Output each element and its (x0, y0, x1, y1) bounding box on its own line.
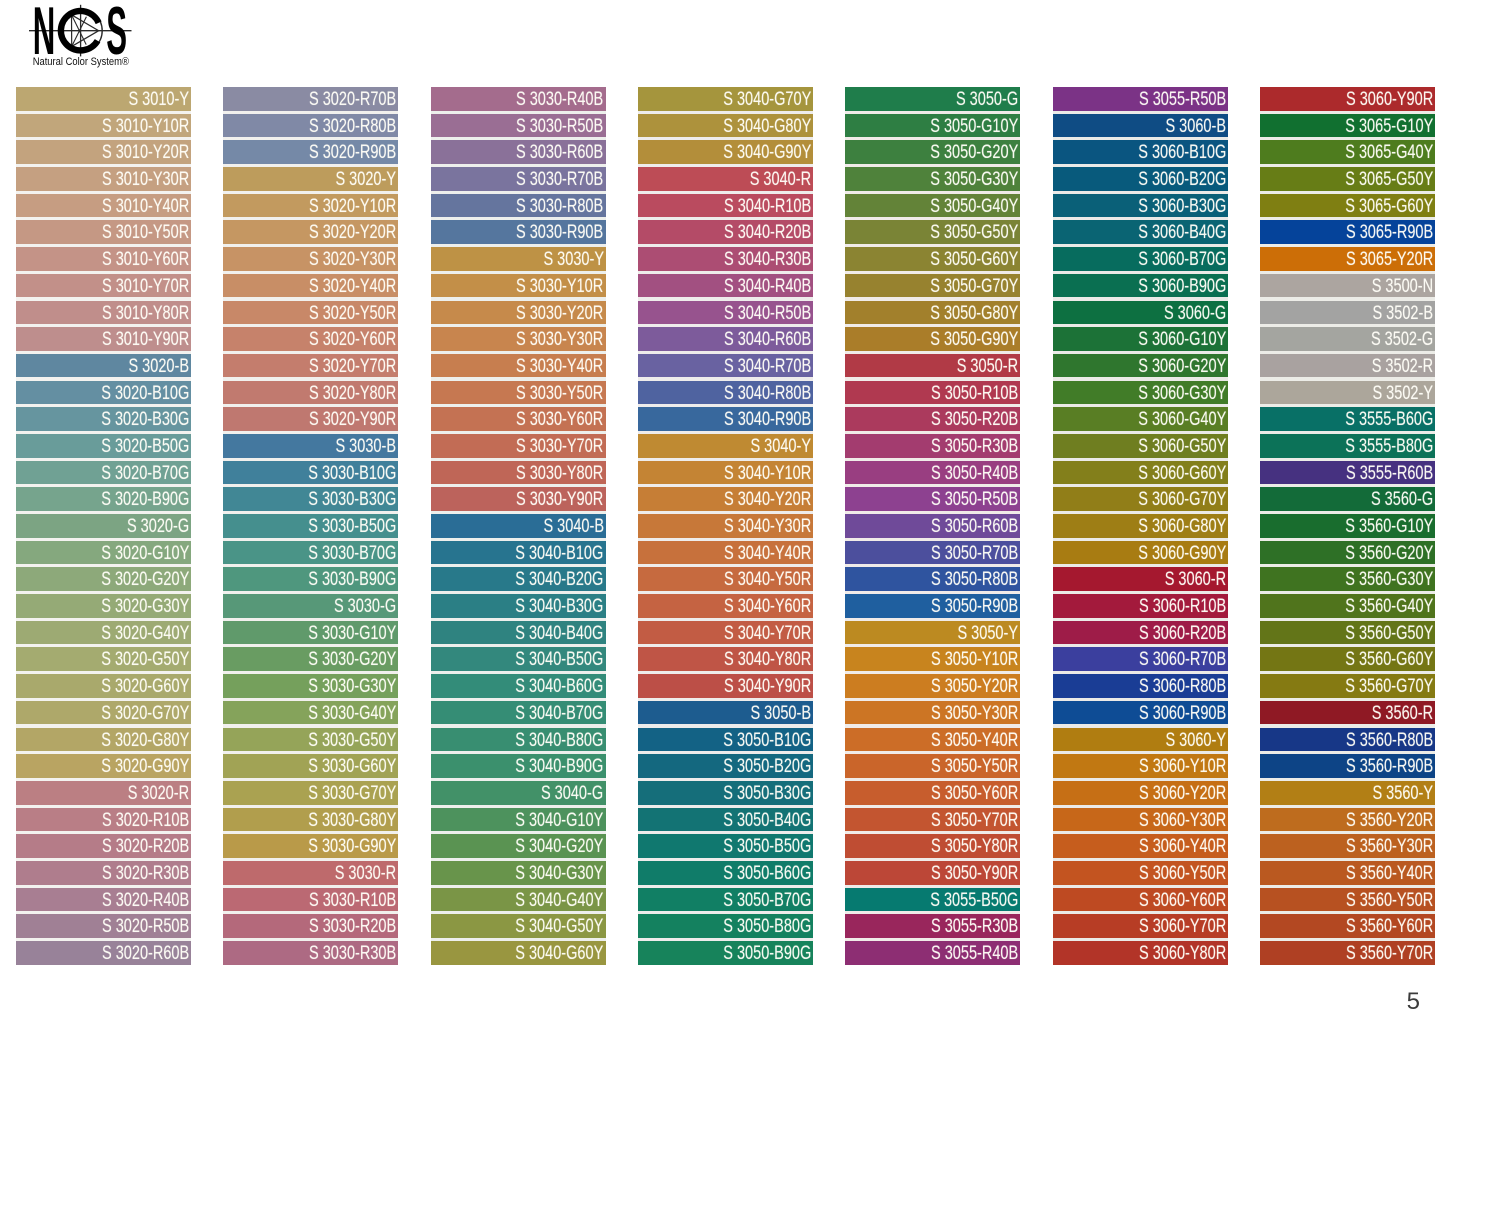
svg-text:Natural Color System®: Natural Color System® (33, 56, 129, 68)
svg-text:S: S (106, 0, 127, 69)
svg-text:N: N (33, 0, 56, 69)
